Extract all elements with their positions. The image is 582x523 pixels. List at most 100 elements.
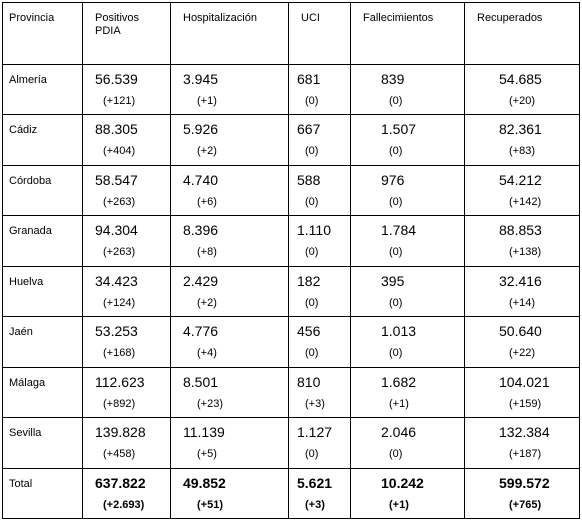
uci-value: 667: [297, 121, 321, 138]
uci-value: 810: [297, 373, 321, 390]
positivos-value: 112.623: [95, 373, 145, 390]
rec-delta: (+20): [509, 95, 535, 107]
province-name: Jaén: [9, 326, 33, 339]
province-name: Cádiz: [9, 124, 38, 137]
province-name: Huelva: [9, 275, 44, 288]
fall-value: 1.682: [381, 373, 417, 390]
table-row: Sevilla 139.828 (+458) 11.139 (+5) 1.127 (0…: [2, 417, 580, 469]
total-fall: 10.242: [381, 474, 424, 491]
positivos-value: 94.304: [95, 222, 138, 239]
hosp-value: 2.429: [183, 272, 219, 289]
total-uci-delta: (+3): [305, 498, 325, 511]
hosp-delta: (+6): [197, 195, 217, 208]
hosp-value: 8.396: [183, 222, 219, 239]
fall-value: 1.507: [381, 121, 417, 138]
positivos-value: 56.539: [95, 71, 138, 87]
positivos-value: 58.547: [95, 171, 138, 188]
positivos-value: 53.253: [95, 323, 138, 340]
table-row: Cádiz 88.305 (+404) 5.926 (+2) 667 (0) 1.50…: [2, 114, 580, 166]
hosp-delta: (+8): [197, 246, 217, 259]
rec-delta: (+22): [509, 347, 535, 360]
fall-delta: (+1): [389, 397, 409, 410]
uci-delta: (0): [305, 448, 319, 461]
hosp-value: 4.776: [183, 323, 219, 340]
uci-delta: (0): [305, 347, 319, 360]
total-label: Total: [9, 477, 33, 490]
uci-delta: (0): [305, 145, 319, 158]
total-rec-delta: (+765): [509, 498, 542, 511]
header-fallecimientos: Fallecimientos: [350, 2, 465, 65]
hosp-value: 5.926: [183, 121, 219, 138]
fall-value: 2.046: [381, 424, 417, 441]
hosp-delta: (+1): [197, 95, 217, 107]
header-positivos-line1: Positivos: [95, 12, 140, 24]
hosp-value: 11.139: [183, 424, 225, 441]
uci-value: 1.127: [297, 424, 333, 441]
fall-delta: (0): [389, 145, 403, 158]
rec-value: 132.384: [499, 424, 550, 441]
rec-value: 50.640: [499, 323, 542, 340]
positivos-delta: (+124): [103, 296, 136, 309]
total-positivos-delta: (+2.693): [103, 498, 145, 511]
province-name: Granada: [9, 225, 52, 238]
uci-value: 456: [297, 323, 321, 340]
table-row: Almería 56.539 (+121) 3.945 (+1) 681 (0) 83…: [2, 63, 580, 116]
fall-value: 1.013: [381, 323, 417, 340]
rec-delta: (+187): [509, 448, 542, 461]
uci-delta: (0): [305, 246, 319, 259]
table-row: Jaén 53.253 (+168) 4.776 (+4) 456 (0) 1.013…: [2, 316, 580, 368]
rec-value: 82.361: [499, 121, 542, 138]
hosp-delta: (+5): [197, 448, 217, 461]
rec-value: 104.021: [499, 373, 550, 390]
fall-value: 395: [381, 272, 405, 289]
fall-value: 976: [381, 171, 405, 188]
province-name: Córdoba: [9, 174, 52, 187]
positivos-delta: (+458): [103, 448, 136, 461]
positivos-delta: (+404): [103, 145, 136, 158]
hosp-delta: (+2): [197, 296, 217, 309]
table-row: Málaga 112.623 (+892) 8.501 (+23) 810 (+3) …: [2, 366, 580, 419]
total-uci: 5.621: [297, 474, 333, 491]
fall-value: 1.784: [381, 222, 417, 239]
fall-delta: (0): [389, 95, 403, 107]
total-hosp-delta: (+51): [197, 498, 223, 511]
header-provincia: Provincia: [2, 2, 83, 65]
positivos-value: 34.423: [95, 272, 138, 289]
header-positivos-line2: PDIA: [95, 25, 121, 37]
rec-value: 54.212: [499, 171, 542, 188]
rec-delta: (+142): [509, 195, 542, 208]
header-positivos: Positivos PDIA: [82, 2, 171, 65]
total-positivos: 637.822: [95, 474, 146, 491]
positivos-value: 88.305: [95, 121, 138, 138]
uci-delta: (0): [305, 296, 319, 309]
fall-delta: (0): [389, 246, 403, 259]
hosp-delta: (+4): [197, 347, 217, 360]
province-name: Málaga: [9, 376, 46, 389]
rec-delta: (+14): [509, 296, 535, 309]
header-recuperados: Recuperados: [464, 2, 580, 65]
table-row: Huelva 34.423 (+124) 2.429 (+2) 182 (0) 395…: [2, 265, 580, 318]
positivos-delta: (+892): [103, 397, 136, 410]
table-row: Granada 94.304 (+263) 8.396 (+8) 1.110 (0) …: [2, 215, 580, 267]
positivos-value: 139.828: [95, 424, 146, 441]
total-row: Total 637.822 (+2.693) 49.852 (+51) 5.621 (…: [2, 467, 580, 519]
uci-value: 588: [297, 171, 321, 188]
header-uci: UCI: [288, 2, 351, 65]
hosp-delta: (+23): [197, 397, 223, 410]
header-row: Provincia Positivos PDIA Hospitalización …: [2, 2, 580, 65]
uci-value: 681: [297, 71, 321, 87]
rec-value: 32.416: [499, 272, 542, 289]
positivos-delta: (+121): [103, 95, 136, 107]
total-rec: 599.572: [499, 474, 550, 491]
fall-value: 839: [381, 71, 405, 87]
fall-delta: (0): [389, 448, 403, 461]
fall-delta: (0): [389, 195, 403, 208]
province-name: Almería: [9, 74, 47, 86]
positivos-delta: (+263): [103, 246, 136, 259]
rec-delta: (+83): [509, 145, 535, 158]
rec-value: 88.853: [499, 222, 542, 239]
hosp-delta: (+2): [197, 145, 217, 158]
table-row: Córdoba 58.547 (+263) 4.740 (+6) 588 (0) 97…: [2, 164, 580, 217]
uci-value: 1.110: [297, 222, 331, 239]
uci-delta: (0): [305, 95, 319, 107]
